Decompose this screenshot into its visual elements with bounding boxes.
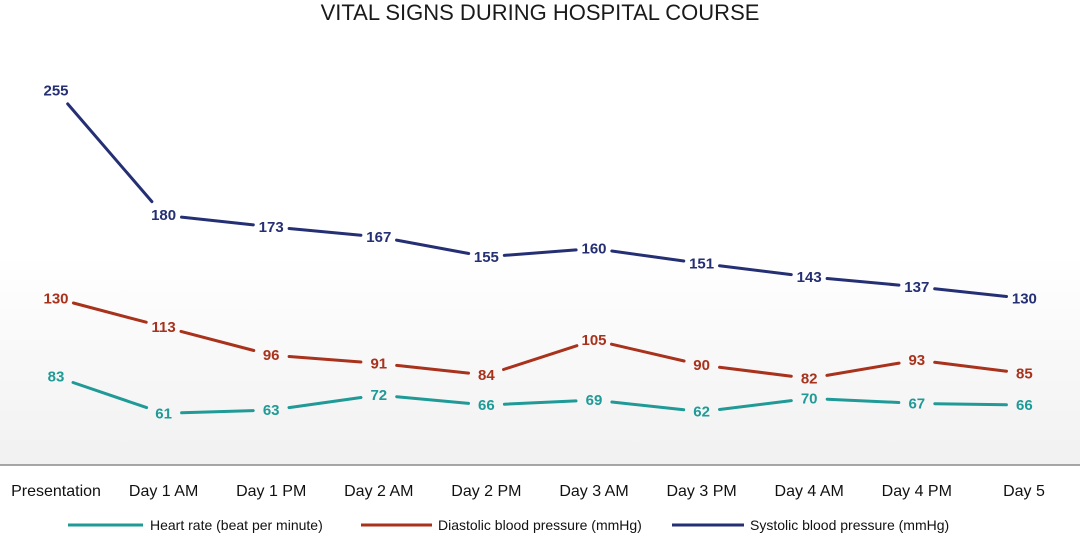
systolic-blood-pressure-data-label: 167: [366, 229, 391, 246]
systolic-blood-pressure-segment: [933, 287, 1008, 298]
diastolic-blood-pressure-data-label: 82: [801, 370, 818, 387]
systolic-blood-pressure-data-label: 255: [43, 82, 68, 99]
heart-rate-segment: [180, 409, 255, 415]
heart-rate-data-label: 72: [370, 387, 387, 404]
systolic-blood-pressure-segment: [502, 248, 578, 257]
plot-background: [0, 0, 1080, 465]
systolic-blood-pressure-legend-label: Systolic blood pressure (mmHg): [750, 517, 949, 533]
x-tick-label: Day 2 PM: [451, 483, 521, 500]
systolic-blood-pressure-data-label: 155: [474, 249, 499, 266]
systolic-blood-pressure-data-label: 137: [904, 279, 929, 296]
chart-title: VITAL SIGNS DURING HOSPITAL COURSE: [321, 0, 760, 25]
heart-rate-series: 83 61 63 72 66 69 62 70 67 66: [48, 369, 1033, 423]
series-layer: 83 61 63 72 66 69 62 70 67 66 130 113 96 91 84 105 90 82 9…: [43, 82, 1036, 422]
systolic-blood-pressure-data-label: 151: [689, 256, 714, 273]
diastolic-blood-pressure-segment: [825, 361, 901, 377]
systolic-blood-pressure-segment: [395, 238, 471, 255]
heart-rate-data-label: 67: [908, 395, 925, 412]
x-axis-ticks: Presentation Day 1 AM Day 1 PM Day 2 AM Day …: [11, 483, 1045, 500]
diastolic-blood-pressure-data-label: 113: [151, 319, 175, 336]
diastolic-blood-pressure-segment: [718, 365, 793, 378]
x-tick-label: Day 3 PM: [666, 483, 736, 500]
heart-rate-segment: [718, 399, 793, 411]
heart-rate-data-label: 83: [48, 369, 65, 386]
x-tick-label: Presentation: [11, 483, 101, 500]
systolic-blood-pressure-data-label: 143: [797, 269, 822, 286]
x-tick-label: Day 4 AM: [775, 483, 844, 500]
diastolic-blood-pressure-data-label: 85: [1016, 365, 1033, 382]
diastolic-blood-pressure-data-label: 130: [43, 291, 68, 308]
systolic-blood-pressure-data-label: 160: [581, 241, 606, 258]
systolic-blood-pressure-segment: [825, 277, 901, 287]
diastolic-blood-pressure-data-label: 91: [370, 355, 387, 372]
diastolic-blood-pressure-series: 130 113 96 91 84 105 90 82 93 85: [43, 291, 1032, 388]
x-tick-label: Day 4 PM: [882, 483, 952, 500]
heart-rate-segment: [825, 397, 901, 404]
diastolic-blood-pressure-data-label: 93: [908, 352, 925, 369]
heart-rate-data-label: 63: [263, 402, 280, 419]
heart-rate-segment: [502, 399, 578, 406]
x-tick-label: Day 1 PM: [236, 483, 306, 500]
diastolic-blood-pressure-segment: [395, 363, 470, 375]
x-tick-label: Day 2 AM: [344, 483, 413, 500]
legend: Heart rate (beat per minute) Diastolic bl…: [68, 517, 949, 533]
diastolic-blood-pressure-data-label: 84: [478, 367, 495, 384]
systolic-blood-pressure-segment: [287, 227, 363, 237]
heart-rate-segment: [610, 400, 686, 412]
x-tick-label: Day 3 AM: [559, 483, 628, 500]
diastolic-blood-pressure-segment: [287, 355, 363, 364]
heart-rate-data-label: 61: [155, 405, 172, 422]
diastolic-blood-pressure-data-label: 96: [263, 347, 280, 364]
heart-rate-segment: [287, 396, 363, 410]
heart-rate-segment: [933, 402, 1008, 407]
diastolic-blood-pressure-segment: [502, 344, 579, 371]
systolic-blood-pressure-segment: [180, 215, 255, 227]
systolic-blood-pressure-series: 255 180 173 167 155 160 151 143 137 130: [43, 82, 1036, 307]
x-tick-label: Day 1 AM: [129, 483, 198, 500]
systolic-blood-pressure-data-label: 180: [151, 207, 176, 224]
heart-rate-data-label: 70: [801, 390, 818, 407]
systolic-blood-pressure-segment: [718, 264, 793, 277]
diastolic-blood-pressure-legend-label: Diastolic blood pressure (mmHg): [438, 517, 642, 533]
diastolic-blood-pressure-data-label: 90: [693, 357, 710, 374]
heart-rate-legend-label: Heart rate (beat per minute): [150, 517, 323, 533]
heart-rate-segment: [71, 381, 149, 410]
systolic-blood-pressure-segment: [66, 102, 154, 204]
heart-rate-data-label: 69: [586, 392, 603, 409]
heart-rate-data-label: 62: [693, 404, 710, 421]
diastolic-blood-pressure-data-label: 105: [581, 332, 606, 349]
heart-rate-segment: [395, 395, 470, 405]
heart-rate-data-label: 66: [1016, 397, 1033, 414]
diastolic-blood-pressure-segment: [933, 360, 1008, 373]
systolic-blood-pressure-data-label: 173: [259, 219, 284, 236]
diastolic-blood-pressure-segment: [610, 342, 686, 363]
systolic-blood-pressure-data-label: 130: [1012, 291, 1037, 308]
systolic-blood-pressure-segment: [610, 249, 686, 263]
heart-rate-data-label: 66: [478, 397, 495, 414]
diastolic-blood-pressure-segment: [71, 301, 148, 324]
x-tick-label: Day 5: [1003, 483, 1045, 500]
diastolic-blood-pressure-segment: [179, 329, 256, 352]
